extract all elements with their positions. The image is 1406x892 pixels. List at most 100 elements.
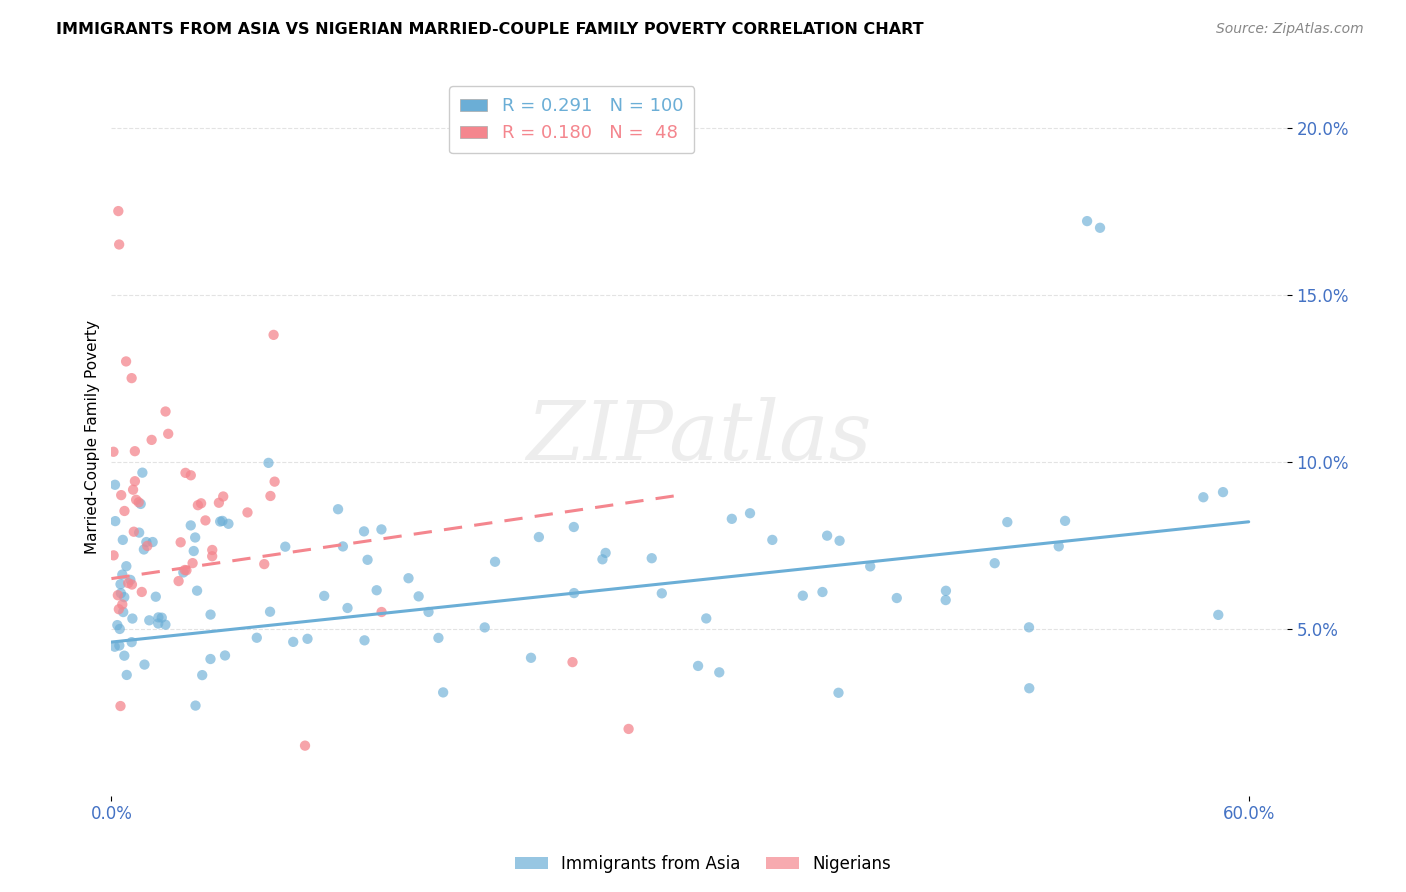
Point xyxy=(190,496,212,510)
Point xyxy=(983,556,1005,570)
Point xyxy=(366,583,388,598)
Point xyxy=(294,739,316,753)
Point xyxy=(115,559,138,574)
Point xyxy=(128,525,150,540)
Point xyxy=(110,488,132,502)
Point xyxy=(172,566,194,580)
Point xyxy=(115,354,138,368)
Point xyxy=(1018,681,1040,696)
Text: ZIPatlas: ZIPatlas xyxy=(526,397,872,476)
Point xyxy=(617,722,640,736)
Point xyxy=(104,640,127,654)
Point xyxy=(1018,620,1040,634)
Point xyxy=(332,540,354,554)
Point xyxy=(695,611,717,625)
Point xyxy=(184,531,207,545)
Point xyxy=(815,529,838,543)
Point xyxy=(111,567,134,582)
Point xyxy=(173,563,195,577)
Point xyxy=(169,535,191,549)
Point xyxy=(194,513,217,527)
Point xyxy=(935,593,957,607)
Point xyxy=(686,659,709,673)
Point xyxy=(120,573,142,587)
Point xyxy=(121,577,143,591)
Point xyxy=(167,574,190,588)
Point xyxy=(427,631,450,645)
Point xyxy=(134,657,156,672)
Point xyxy=(186,583,208,598)
Point xyxy=(370,523,392,537)
Point xyxy=(128,495,150,509)
Point xyxy=(474,620,496,634)
Point xyxy=(187,498,209,512)
Point xyxy=(176,563,198,577)
Point xyxy=(110,699,132,714)
Point xyxy=(148,610,170,624)
Point xyxy=(141,433,163,447)
Point xyxy=(353,633,375,648)
Point xyxy=(107,588,129,602)
Point xyxy=(561,655,583,669)
Point xyxy=(200,607,222,622)
Point xyxy=(370,605,392,619)
Point xyxy=(145,590,167,604)
Point xyxy=(112,605,135,619)
Point xyxy=(208,496,231,510)
Point xyxy=(148,616,170,631)
Point xyxy=(259,489,281,503)
Point xyxy=(418,605,440,619)
Point xyxy=(122,483,145,497)
Point xyxy=(104,477,127,491)
Point xyxy=(827,686,849,700)
Point xyxy=(595,546,617,560)
Point xyxy=(211,514,233,528)
Point xyxy=(217,516,239,531)
Point xyxy=(1054,514,1077,528)
Point xyxy=(859,559,882,574)
Point xyxy=(142,535,165,549)
Point xyxy=(155,404,177,418)
Point xyxy=(886,591,908,605)
Point xyxy=(641,551,664,566)
Point xyxy=(108,237,131,252)
Point xyxy=(591,552,613,566)
Y-axis label: Married-Couple Family Poverty: Married-Couple Family Poverty xyxy=(86,319,100,554)
Point xyxy=(484,555,506,569)
Point xyxy=(259,605,281,619)
Point xyxy=(651,586,673,600)
Point xyxy=(353,524,375,539)
Point xyxy=(263,327,285,342)
Point xyxy=(1088,220,1111,235)
Point xyxy=(283,635,305,649)
Text: Source: ZipAtlas.com: Source: ZipAtlas.com xyxy=(1216,22,1364,37)
Point xyxy=(1047,539,1070,553)
Point xyxy=(212,490,235,504)
Point xyxy=(191,668,214,682)
Point xyxy=(1192,490,1215,504)
Point xyxy=(174,466,197,480)
Point xyxy=(520,650,543,665)
Point xyxy=(253,557,276,571)
Point xyxy=(811,585,834,599)
Point xyxy=(129,497,152,511)
Legend: R = 0.291   N = 100, R = 0.180   N =  48: R = 0.291 N = 100, R = 0.180 N = 48 xyxy=(450,87,695,153)
Point xyxy=(138,613,160,627)
Point xyxy=(181,556,204,570)
Point xyxy=(709,665,731,680)
Point xyxy=(1076,214,1098,228)
Text: IMMIGRANTS FROM ASIA VS NIGERIAN MARRIED-COUPLE FAMILY POVERTY CORRELATION CHART: IMMIGRANTS FROM ASIA VS NIGERIAN MARRIED… xyxy=(56,22,924,37)
Point xyxy=(1212,485,1234,500)
Point xyxy=(257,456,280,470)
Point xyxy=(209,515,232,529)
Point xyxy=(121,635,143,649)
Point xyxy=(121,611,143,625)
Point xyxy=(121,371,143,385)
Point xyxy=(995,515,1018,529)
Point xyxy=(155,617,177,632)
Point xyxy=(201,543,224,558)
Point xyxy=(246,631,269,645)
Point xyxy=(114,504,136,518)
Point xyxy=(274,540,297,554)
Point xyxy=(131,466,153,480)
